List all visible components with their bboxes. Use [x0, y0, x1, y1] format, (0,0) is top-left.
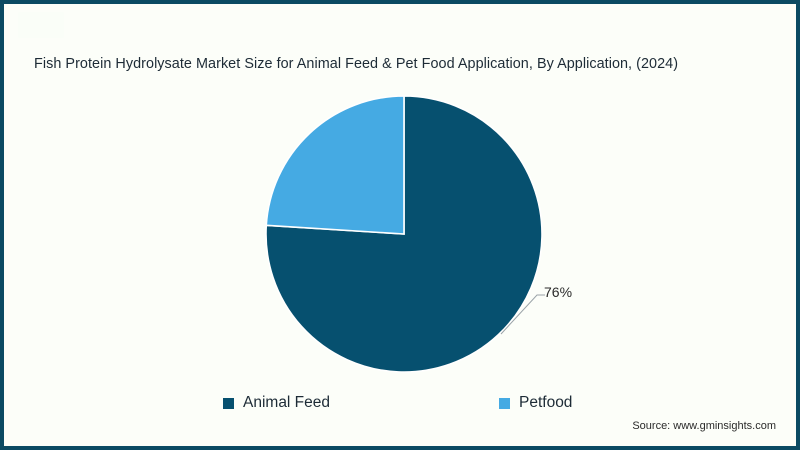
legend-item-animal-feed[interactable]: Animal Feed [223, 390, 330, 416]
watermark-logo [18, 12, 64, 38]
chart-legend: Animal Feed Petfood [4, 390, 796, 416]
legend-item-petfood[interactable]: Petfood [499, 390, 572, 416]
pie-slice-petfood[interactable] [265, 95, 405, 235]
leader-line-animal-feed [500, 294, 545, 335]
pie-slice-label-animal-feed: 76% [544, 284, 573, 300]
legend-label-animal-feed: Animal Feed [243, 394, 331, 411]
pie-chart: 76% [4, 4, 796, 446]
pie-chart-svg [265, 95, 545, 373]
legend-swatch-animal-feed [223, 397, 234, 409]
legend-swatch-petfood [499, 397, 510, 409]
chart-title: Fish Protein Hydrolysate Market Size for… [34, 56, 679, 72]
legend-label-petfood: Petfood [519, 394, 573, 411]
pie-slice-animal-feed[interactable] [265, 95, 543, 373]
source-note: Source: www.gminsights.com [632, 420, 776, 432]
